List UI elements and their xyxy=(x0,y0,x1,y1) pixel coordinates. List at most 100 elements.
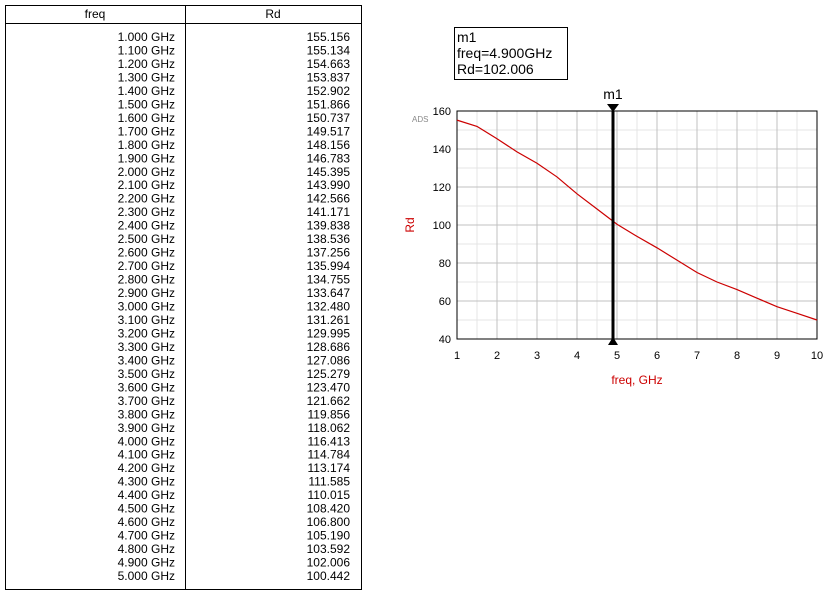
table-border xyxy=(5,5,362,590)
freq-cell: 2.500 GHz xyxy=(118,232,175,246)
rd-cell: 103.592 xyxy=(307,542,351,556)
freq-cell: 3.000 GHz xyxy=(118,300,175,314)
rd-cell: 118.062 xyxy=(308,421,351,435)
rd-cell: 139.838 xyxy=(307,219,351,233)
rd-cell: 137.256 xyxy=(307,246,351,260)
rd-cell: 134.755 xyxy=(307,273,351,287)
rd-cell: 133.647 xyxy=(307,286,351,300)
marker-readout: m1 xyxy=(457,29,477,45)
rd-cell: 111.585 xyxy=(308,475,350,489)
rd-cell: 108.420 xyxy=(307,502,351,516)
freq-cell: 3.500 GHz xyxy=(118,367,175,381)
freq-cell: 1.300 GHz xyxy=(118,70,175,84)
freq-cell: 2.300 GHz xyxy=(118,205,175,219)
rd-cell: 100.442 xyxy=(307,569,351,583)
column-header: freq xyxy=(85,7,106,21)
rd-cell: 138.536 xyxy=(307,232,351,246)
rd-cell: 129.995 xyxy=(307,326,351,340)
plot-border xyxy=(456,110,818,340)
x-tick-label: 6 xyxy=(654,350,660,362)
rd-cell: 127.086 xyxy=(307,353,351,367)
watermark: ADS xyxy=(412,115,428,124)
rd-cell: 135.994 xyxy=(307,259,351,273)
rd-cell: 125.279 xyxy=(307,367,351,381)
rd-cell: 131.261 xyxy=(307,313,351,327)
freq-cell: 1.600 GHz xyxy=(118,111,175,125)
freq-cell: 5.000 GHz xyxy=(118,569,175,583)
y-tick-label: 140 xyxy=(433,144,451,156)
rd-cell: 150.737 xyxy=(307,111,351,125)
x-tick-label: 5 xyxy=(614,350,620,362)
rd-cell: 151.866 xyxy=(307,97,351,111)
rd-cell: 142.566 xyxy=(307,192,351,206)
column-header: Rd xyxy=(265,7,280,21)
freq-cell: 1.500 GHz xyxy=(118,97,175,111)
rd-cell: 128.686 xyxy=(307,340,351,354)
x-tick-label: 1 xyxy=(454,350,460,362)
freq-cell: 4.600 GHz xyxy=(118,515,175,529)
freq-cell: 2.800 GHz xyxy=(118,273,175,287)
freq-cell: 4.900 GHz xyxy=(118,556,175,570)
freq-cell: 1.800 GHz xyxy=(118,138,175,152)
rd-cell: 153.837 xyxy=(307,70,351,84)
freq-cell: 2.200 GHz xyxy=(118,192,175,206)
freq-cell: 4.700 GHz xyxy=(118,529,175,543)
y-tick-label: 160 xyxy=(433,106,451,118)
rd-cell: 145.395 xyxy=(307,165,351,179)
freq-cell: 2.700 GHz xyxy=(118,259,175,273)
rd-cell: 110.015 xyxy=(308,488,351,502)
x-tick-label: 3 xyxy=(534,350,540,362)
rd-cell: 148.156 xyxy=(307,138,351,152)
freq-cell: 3.600 GHz xyxy=(118,380,175,394)
rd-cell: 113.174 xyxy=(308,461,351,475)
freq-cell: 1.000 GHz xyxy=(118,30,175,44)
rd-cell: 114.784 xyxy=(308,448,351,462)
rd-cell: 141.171 xyxy=(307,205,351,219)
freq-cell: 1.100 GHz xyxy=(118,43,175,57)
x-tick-label: 7 xyxy=(694,350,700,362)
freq-cell: 1.700 GHz xyxy=(118,124,175,138)
rd-cell: 155.156 xyxy=(307,30,351,44)
rd-cell: 152.902 xyxy=(307,84,351,98)
freq-cell: 2.000 GHz xyxy=(118,165,175,179)
rd-cell: 154.663 xyxy=(307,57,351,71)
freq-cell: 3.200 GHz xyxy=(118,326,175,340)
marker-name: m1 xyxy=(603,86,623,102)
freq-cell: 3.400 GHz xyxy=(118,353,175,367)
y-tick-label: 100 xyxy=(433,220,451,232)
freq-cell: 1.900 GHz xyxy=(118,151,175,165)
freq-cell: 2.400 GHz xyxy=(118,219,175,233)
rd-cell: 132.480 xyxy=(307,300,351,314)
freq-cell: 4.200 GHz xyxy=(118,461,175,475)
rd-cell: 123.470 xyxy=(307,380,351,394)
marker-arrow xyxy=(608,337,618,345)
freq-cell: 4.100 GHz xyxy=(118,448,175,462)
y-tick-label: 40 xyxy=(439,334,451,346)
x-tick-label: 10 xyxy=(811,350,823,362)
freq-cell: 2.600 GHz xyxy=(118,246,175,260)
freq-cell: 4.500 GHz xyxy=(118,502,175,516)
marker-arrow xyxy=(607,104,619,112)
y-tick-label: 80 xyxy=(439,258,451,270)
freq-cell: 3.900 GHz xyxy=(118,421,175,435)
data-line xyxy=(456,119,818,321)
freq-cell: 4.400 GHz xyxy=(118,488,175,502)
x-axis-label: freq, GHz xyxy=(611,373,662,387)
x-tick-label: 2 xyxy=(494,350,500,362)
marker-readout: Rd=102.006 xyxy=(457,61,534,77)
freq-cell: 3.800 GHz xyxy=(118,407,175,421)
marker-readout-box xyxy=(454,27,568,80)
rd-cell: 116.413 xyxy=(308,434,351,448)
freq-cell: 1.400 GHz xyxy=(118,84,175,98)
rd-cell: 143.990 xyxy=(307,178,351,192)
y-tick-label: 120 xyxy=(433,182,451,194)
rd-cell: 102.006 xyxy=(307,556,351,570)
rd-cell: 106.800 xyxy=(307,515,351,529)
freq-cell: 2.100 GHz xyxy=(118,178,175,192)
rd-cell: 149.517 xyxy=(307,124,351,138)
freq-cell: 4.800 GHz xyxy=(118,542,175,556)
rd-cell: 121.662 xyxy=(307,394,351,408)
rd-cell: 146.783 xyxy=(307,151,351,165)
